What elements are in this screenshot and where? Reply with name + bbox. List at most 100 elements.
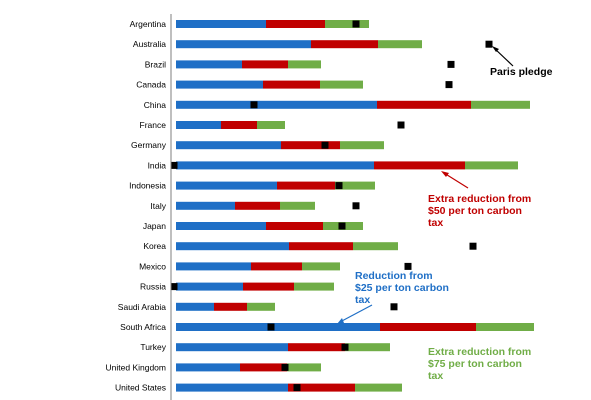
country-label-mexico: Mexico bbox=[139, 261, 166, 271]
paris-arrow bbox=[493, 47, 514, 67]
bar-italy-50-dollar bbox=[235, 201, 280, 210]
blue-arrow bbox=[339, 304, 373, 323]
bar-south-africa-25-dollar bbox=[176, 323, 380, 331]
country-label-germany: Germany bbox=[131, 140, 167, 150]
bar-china-50-dollar bbox=[377, 100, 471, 109]
bar-italy-75-dollar bbox=[280, 201, 315, 210]
bar-canada-50-dollar bbox=[263, 80, 320, 89]
country-label-russia: Russia bbox=[140, 282, 166, 292]
bar-mexico-25-dollar bbox=[176, 262, 251, 271]
country-label-korea: Korea bbox=[143, 241, 166, 251]
pledge-marker-italy bbox=[352, 202, 360, 210]
bar-mexico-50-dollar bbox=[251, 262, 302, 271]
bar-india-75-dollar bbox=[465, 161, 518, 170]
bar-united-kingdom-50-dollar bbox=[240, 363, 287, 372]
country-label-united-states: United States bbox=[115, 383, 166, 393]
pledge-marker-united-kingdom bbox=[281, 363, 289, 371]
pledge-marker-india bbox=[170, 161, 178, 169]
bar-korea-25-dollar bbox=[176, 242, 289, 251]
bar-mexico-75-dollar bbox=[302, 262, 340, 271]
pledge-marker-turkey bbox=[341, 343, 349, 351]
blue-arrowhead bbox=[337, 318, 344, 324]
pledge-markers bbox=[170, 20, 493, 392]
red-arrowhead bbox=[441, 171, 449, 177]
country-labels: Argentina Australia Brazil Canada China Franc… bbox=[106, 19, 167, 393]
annotation-arrows bbox=[337, 46, 514, 324]
bar-saudi-arabia-75-dollar bbox=[247, 302, 275, 311]
annotation-paris-pledge: Paris pledge bbox=[490, 66, 553, 78]
bar-france-50-dollar bbox=[221, 121, 257, 129]
bar-italy-25-dollar bbox=[176, 201, 235, 210]
country-label-indonesia: Indonesia bbox=[129, 181, 166, 191]
bar-france-25-dollar bbox=[176, 121, 221, 129]
bar-russia-25-dollar bbox=[176, 282, 243, 291]
bar-korea-50-dollar bbox=[289, 242, 353, 251]
pledge-marker-korea bbox=[469, 242, 477, 250]
bar-united-states-25-dollar bbox=[176, 383, 288, 392]
bar-indonesia-25-dollar bbox=[176, 181, 277, 190]
country-label-australia: Australia bbox=[133, 39, 166, 49]
bar-canada-25-dollar bbox=[176, 80, 263, 89]
bar-china-75-dollar bbox=[471, 100, 530, 109]
bar-saudi-arabia-25-dollar bbox=[176, 302, 214, 311]
bar-united-kingdom-75-dollar bbox=[287, 363, 321, 372]
country-label-brazil: Brazil bbox=[145, 59, 166, 69]
bar-india-25-dollar bbox=[176, 161, 374, 170]
paris-arrowhead bbox=[492, 46, 499, 52]
bar-france-75-dollar bbox=[257, 121, 285, 129]
pledge-marker-germany bbox=[321, 141, 329, 149]
bar-japan-25-dollar bbox=[176, 222, 266, 230]
pledge-marker-saudi-arabia bbox=[390, 303, 398, 311]
bar-turkey-75-dollar bbox=[345, 343, 390, 352]
bar-argentina-75-dollar bbox=[325, 20, 369, 28]
bar-germany-50-dollar bbox=[281, 141, 340, 150]
pledge-marker-russia bbox=[170, 283, 178, 291]
pledge-marker-france bbox=[397, 121, 405, 129]
country-label-argentina: Argentina bbox=[130, 19, 167, 29]
bar-argentina-25-dollar bbox=[176, 20, 266, 28]
country-label-china: China bbox=[144, 100, 166, 110]
bar-canada-75-dollar bbox=[320, 80, 363, 89]
bar-brazil-50-dollar bbox=[242, 60, 288, 69]
bar-south-africa-50-dollar bbox=[380, 323, 476, 331]
bar-united-states-50-dollar bbox=[288, 383, 355, 392]
pledge-marker-china bbox=[250, 101, 258, 109]
bar-australia-75-dollar bbox=[378, 40, 422, 49]
bar-south-africa-75-dollar bbox=[476, 323, 534, 331]
bar-japan-50-dollar bbox=[266, 222, 323, 230]
pledge-marker-australia bbox=[485, 40, 493, 48]
country-label-india: India bbox=[148, 160, 167, 170]
bar-argentina-50-dollar bbox=[266, 20, 325, 28]
country-label-canada: Canada bbox=[136, 80, 166, 90]
pledge-marker-united-states bbox=[293, 384, 301, 392]
pledge-marker-mexico bbox=[404, 262, 412, 270]
bar-indonesia-50-dollar bbox=[277, 181, 335, 190]
bar-indonesia-75-dollar bbox=[335, 181, 375, 190]
pledge-marker-indonesia bbox=[335, 182, 343, 190]
country-label-italy: Italy bbox=[150, 201, 166, 211]
bar-brazil-25-dollar bbox=[176, 60, 242, 69]
bar-korea-75-dollar bbox=[353, 242, 398, 251]
country-label-saudi-arabia: Saudi Arabia bbox=[118, 302, 166, 312]
annotation-25-dollar-tax: Reduction from $25 per ton carbon tax bbox=[355, 270, 449, 306]
bar-brazil-75-dollar bbox=[288, 60, 321, 69]
country-label-south-africa: South Africa bbox=[120, 322, 166, 332]
bar-germany-25-dollar bbox=[176, 141, 281, 150]
pledge-marker-argentina bbox=[352, 20, 360, 28]
country-label-france: France bbox=[140, 120, 167, 130]
pledge-marker-japan bbox=[338, 222, 346, 230]
country-label-japan: Japan bbox=[143, 221, 166, 231]
country-label-united-kingdom: United Kingdom bbox=[106, 362, 166, 372]
red-arrow bbox=[443, 172, 469, 189]
pledge-marker-brazil bbox=[447, 60, 455, 68]
bar-turkey-25-dollar bbox=[176, 343, 288, 352]
bar-india-50-dollar bbox=[374, 161, 465, 170]
annotation-75-dollar-tax: Extra reduction from $75 per ton carbon … bbox=[428, 346, 532, 382]
bar-australia-25-dollar bbox=[176, 40, 311, 49]
country-label-turkey: Turkey bbox=[140, 342, 166, 352]
bar-germany-75-dollar bbox=[340, 141, 384, 150]
bar-united-kingdom-25-dollar bbox=[176, 363, 240, 372]
pledge-marker-south-africa bbox=[267, 323, 275, 331]
pledge-marker-canada bbox=[445, 81, 453, 89]
